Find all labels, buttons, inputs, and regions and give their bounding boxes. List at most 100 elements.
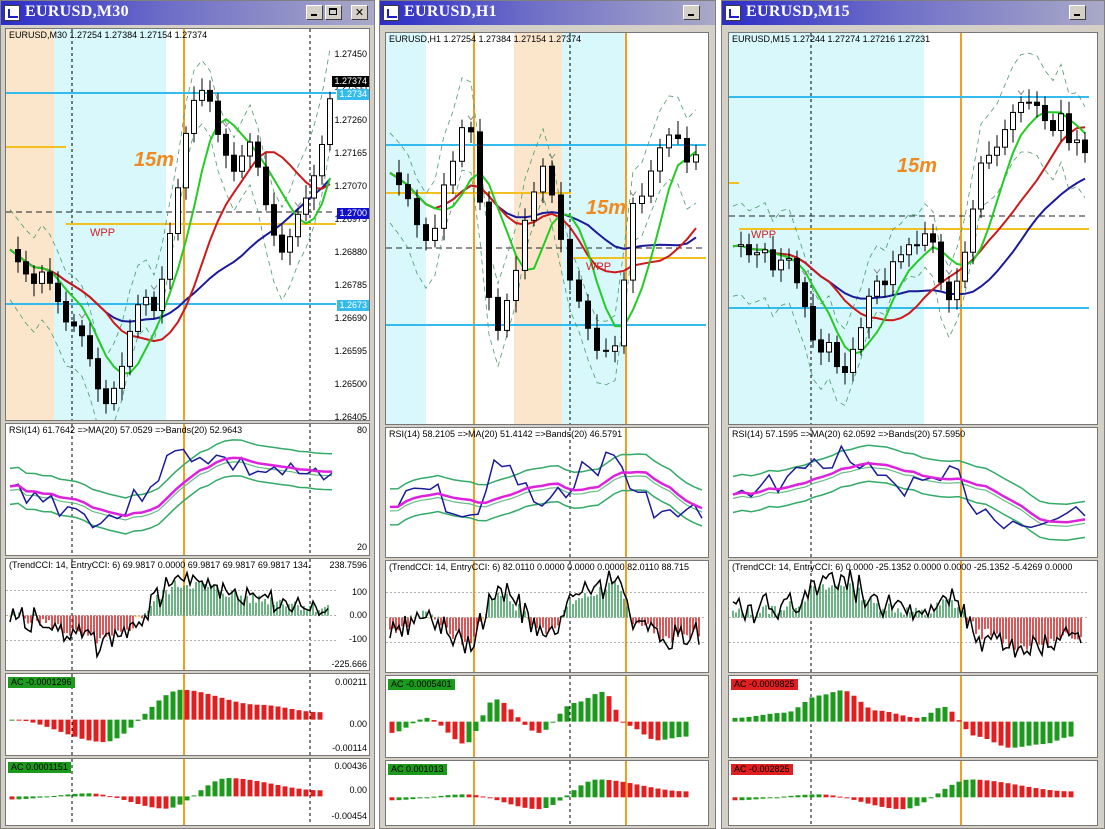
- ac-pane-1[interactable]: AC -0.0009825: [728, 675, 1098, 758]
- minimize-button[interactable]: [1069, 5, 1086, 20]
- candle-bull: [754, 252, 760, 256]
- candle-bull: [239, 155, 245, 172]
- ac-histogram-bar: [410, 721, 416, 724]
- ac-histogram-bar: [37, 796, 43, 798]
- minimize-button[interactable]: [683, 5, 700, 20]
- fractal-arrow: [1017, 90, 1025, 96]
- ac-histogram-bar: [121, 719, 127, 734]
- moving-average-mid: [9, 151, 331, 343]
- ac-histogram-bar: [72, 793, 78, 797]
- cci-pane[interactable]: (TrendCCI: 14, EntryCCI: 6) 0.0000 -25.1…: [728, 560, 1098, 673]
- ac-histogram-bar: [970, 779, 976, 798]
- minimize-button[interactable]: [306, 5, 323, 20]
- ac-histogram-bar: [753, 715, 759, 722]
- ac-histogram-bar: [767, 797, 773, 799]
- ac-histogram-bar: [529, 797, 535, 809]
- moving-average-mid: [732, 126, 1086, 322]
- current-price-tag: 1.27374: [332, 76, 369, 87]
- close-button[interactable]: ✕: [351, 5, 368, 20]
- maximize-button[interactable]: [325, 5, 342, 20]
- candle-bear: [23, 261, 29, 275]
- rsi-pane[interactable]: RSI(14) 61.7642 =>MA(20) 57.0529 =>Bands…: [5, 423, 370, 556]
- ac-histogram-bar: [655, 721, 661, 741]
- ac-histogram-bar: [184, 689, 190, 720]
- candle-bear: [63, 301, 69, 323]
- price-chart: [386, 33, 706, 424]
- ac-histogram-bar: [438, 795, 444, 798]
- candle-bull: [199, 89, 205, 101]
- cci-pane[interactable]: (TrendCCI: 14, EntryCCI: 6) 82.0110 0.00…: [385, 560, 709, 673]
- ac-histogram-bar: [198, 692, 204, 720]
- price-pane[interactable]: EURUSD,H1 1.27254 1.27384 1.27154 1.2737…: [385, 32, 709, 425]
- ac-pane-1[interactable]: AC -0.0005401: [385, 675, 709, 758]
- ac-histogram-bar: [767, 713, 773, 722]
- ac-pane-2[interactable]: AC -0.002825: [728, 760, 1098, 826]
- candle-bear: [207, 89, 213, 102]
- rsi-label: RSI(14) 61.7642 =>MA(20) 57.0529 =>Bands…: [9, 425, 243, 435]
- ac-histogram-2: [389, 761, 689, 825]
- fractal-arrow: [294, 201, 302, 208]
- window-titlebar[interactable]: EURUSD,M30 ✕: [1, 1, 374, 25]
- ac-histogram-bar: [1033, 721, 1039, 745]
- candle-bull: [621, 279, 627, 347]
- window-titlebar[interactable]: EURUSD,H1: [380, 1, 715, 25]
- ac-histogram-bar: [662, 789, 668, 798]
- candle-bear: [1066, 113, 1072, 144]
- price-pane[interactable]: EURUSD,M30 1.27254 1.27384 1.27154 1.273…: [5, 28, 370, 421]
- ac-histogram-bar: [65, 719, 71, 735]
- ac-histogram-bar: [914, 717, 920, 722]
- ac-histogram-bar: [515, 797, 521, 807]
- rsi-line: [9, 448, 333, 529]
- ac-histogram-bar: [781, 712, 787, 722]
- window-titlebar[interactable]: EURUSD,M15: [722, 1, 1104, 25]
- ac-histogram-bar: [627, 783, 633, 798]
- rsi-pane[interactable]: RSI(14) 57.1595 =>MA(20) 62.0592 =>Bands…: [728, 427, 1098, 558]
- ac-histogram-bar: [522, 797, 528, 808]
- bollinger-upper: [9, 48, 331, 358]
- chart-window-m30[interactable]: EURUSD,M30 ✕ EURUSD,M30 1.27254 1.27384 …: [0, 0, 375, 829]
- chart-window-m15[interactable]: EURUSD,M15 EURUSD,M15 1.27244 1.27274 1.…: [721, 0, 1105, 829]
- price-chart: [6, 29, 336, 420]
- ac-histogram-bar: [473, 721, 479, 731]
- ac-histogram-bar: [445, 721, 451, 733]
- ac-histogram-bar: [956, 781, 962, 798]
- ac-histogram-bar: [317, 790, 323, 797]
- entry-cci-line: [9, 570, 329, 660]
- ac-histogram-1: [389, 676, 689, 757]
- ac-pane-2[interactable]: AC 0.0001151 0.00436 0.00 -0.00454: [5, 758, 370, 826]
- ac-histogram-bar: [676, 791, 682, 798]
- ac-histogram-bar: [564, 795, 570, 798]
- ac-histogram-bar: [984, 721, 990, 740]
- session-zone-cyan: [386, 33, 426, 424]
- ac-histogram-bar: [282, 786, 288, 797]
- ac-histogram-bar: [991, 721, 997, 743]
- candle-bear: [423, 224, 429, 241]
- ac-histogram-bar: [970, 721, 976, 736]
- ac-histogram-bar: [431, 796, 437, 798]
- candle-bear: [834, 342, 840, 368]
- ac-histogram-bar: [641, 785, 647, 798]
- price-pane[interactable]: EURUSD,M15 1.27244 1.27274 1.27216 1.272…: [728, 32, 1098, 425]
- rsi-chart: [732, 428, 1086, 557]
- ac-histogram-bar: [557, 797, 563, 801]
- candle-bear: [215, 100, 221, 135]
- candle-bull: [874, 280, 880, 297]
- ac-histogram-bar: [795, 707, 801, 722]
- candle-bull: [778, 259, 784, 271]
- ac-histogram-bar: [226, 699, 232, 720]
- cci-pane[interactable]: (TrendCCI: 14, EntryCCI: 6) 69.9817 0.00…: [5, 558, 370, 671]
- chart-window-h1[interactable]: EURUSD,H1 EURUSD,H1 1.27254 1.27384 1.27…: [379, 0, 716, 829]
- rsi-pane[interactable]: RSI(14) 58.2105 =>MA(20) 51.4142 =>Bands…: [385, 427, 709, 558]
- ac-histogram-bar: [732, 717, 738, 722]
- ac-histogram-bar: [809, 697, 815, 722]
- ac-histogram-bar: [557, 713, 563, 722]
- ac-histogram-bar: [851, 797, 857, 800]
- ac-histogram-bar: [893, 797, 899, 809]
- candle-bear: [810, 306, 816, 341]
- candle-bull: [906, 244, 912, 256]
- ac-pane-1[interactable]: AC -0.0001296 0.00211 0.00 -0.00114: [5, 673, 370, 756]
- ac-histogram-bar: [219, 778, 225, 797]
- ac-axis-label: 0.00211: [335, 677, 367, 687]
- ac-pane-2[interactable]: AC 0.001013: [385, 760, 709, 826]
- chart-area: EURUSD,H1 1.27254 1.27384 1.27154 1.2737…: [385, 28, 709, 826]
